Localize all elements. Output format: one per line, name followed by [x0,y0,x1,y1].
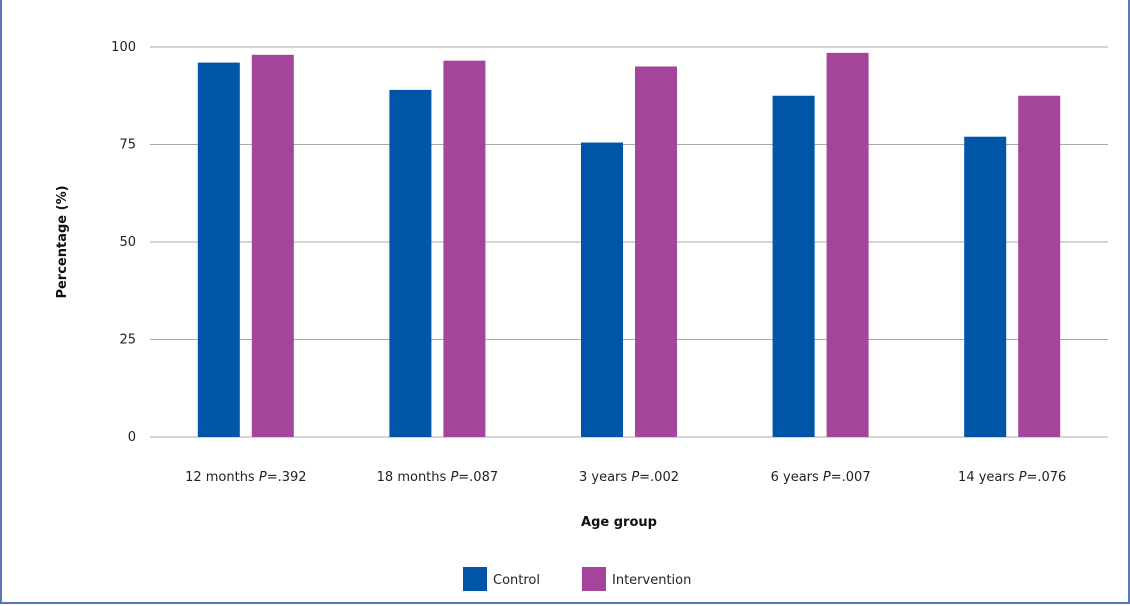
y-axis-ticks: 0 25 50 75 100 [111,40,136,445]
bar-intervention-4 [1018,95,1061,437]
legend-swatch-control [463,567,487,591]
legend-label-control: Control [493,573,540,588]
x-category-label: 3 years P=.002 [579,470,679,485]
bar-control-2 [581,142,623,438]
p-value: =.076 [1026,470,1066,485]
p-symbol: P [823,470,831,485]
p-value: =.392 [267,470,307,485]
p-value: =.007 [831,470,871,485]
category-name: 12 months [185,470,259,485]
bar-control-3 [772,95,815,437]
bar-control-1 [389,89,432,438]
p-value: =.002 [639,470,679,485]
x-category-label: 14 years P=.076 [958,470,1066,485]
x-category-label: 12 months P=.392 [185,470,306,485]
category-name: 18 months [377,470,451,485]
category-name: 3 years [579,470,631,485]
p-symbol: P [259,470,267,485]
bars [197,52,1061,438]
category-name: 14 years [958,470,1019,485]
y-tick-label: 75 [119,138,136,153]
y-tick-label: 0 [128,430,136,445]
p-symbol: P [450,470,458,485]
y-tick-label: 50 [119,235,136,250]
y-axis-title: Percentage (%) [55,185,70,298]
category-name: 6 years [771,470,823,485]
p-symbol: P [1019,470,1027,485]
bar-intervention-3 [826,52,869,437]
bar-intervention-2 [635,66,677,437]
gridlines [150,46,1108,438]
legend: Control Intervention [463,567,691,591]
bar-intervention-0 [251,54,294,438]
x-axis-categories: 12 months P=.392 18 months P=.087 3 years … [185,470,1066,485]
y-tick-label: 25 [119,333,136,348]
x-category-label: 6 years P=.007 [771,470,871,485]
legend-swatch-intervention [582,567,606,591]
bar-control-4 [964,136,1007,437]
p-symbol: P [631,470,639,485]
bar-intervention-1 [443,60,486,438]
bar-control-0 [197,62,240,437]
p-value: =.087 [458,470,498,485]
x-axis-title: Age group [581,515,657,530]
y-tick-label: 100 [111,40,136,55]
x-category-label: 18 months P=.087 [377,470,498,485]
legend-label-intervention: Intervention [612,573,691,588]
